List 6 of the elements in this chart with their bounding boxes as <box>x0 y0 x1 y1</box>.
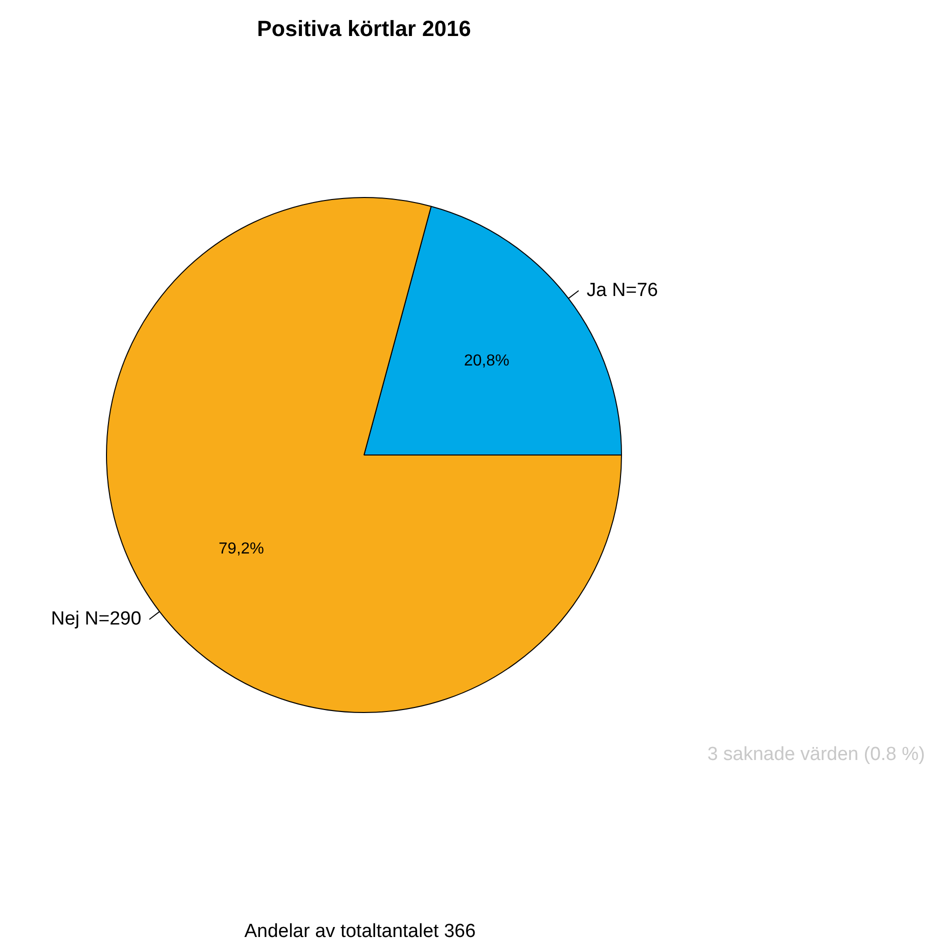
data-label: 79,2% <box>218 540 264 558</box>
slice-label: Ja N=76 <box>586 280 658 301</box>
slice-label: Nej N=290 <box>51 608 142 630</box>
data-label: 20,8% <box>464 352 510 370</box>
text: Andelar av totaltantalet 366 <box>244 921 476 942</box>
chart-title: Positiva körtlar 2016 <box>256 16 472 42</box>
